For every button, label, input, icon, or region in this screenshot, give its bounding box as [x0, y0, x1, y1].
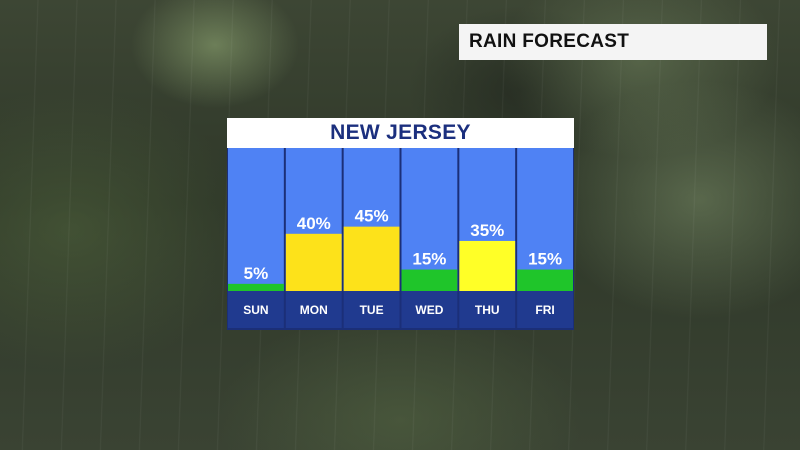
rain-forecast-header: RAIN FORECAST [459, 24, 767, 60]
day-band-sun [228, 291, 284, 328]
value-label-thu: 35% [470, 221, 504, 240]
value-label-tue: 45% [355, 207, 389, 226]
value-label-sun: 5% [244, 264, 269, 283]
day-label-wed: WED [415, 303, 443, 317]
day-label-sun: SUN [243, 303, 268, 317]
forecast-panel: NEW JERSEY 5% SUN 40% MON 45% TUE 15% WED 35% THU… [227, 118, 574, 330]
day-label-mon: MON [300, 303, 328, 317]
day-label-thu: THU [475, 303, 500, 317]
day-band-fri [517, 291, 573, 328]
chart-frame [227, 148, 574, 330]
bar-thu [459, 240, 516, 291]
bar-sun [228, 283, 284, 291]
day-label-tue: TUE [360, 303, 384, 317]
bar-tue [343, 226, 400, 291]
bar-mon [285, 233, 342, 291]
day-label-fri: FRI [535, 303, 554, 317]
day-band-thu [459, 291, 516, 328]
day-band-wed [401, 291, 458, 328]
column-bg-fri [517, 148, 573, 291]
column-bg-wed [401, 148, 458, 291]
column-bg-sun [228, 148, 284, 291]
value-label-fri: 15% [528, 250, 562, 269]
bar-wed [401, 269, 458, 291]
region-title: NEW JERSEY [227, 118, 574, 148]
header-title: RAIN FORECAST [469, 31, 630, 52]
value-label-wed: 15% [412, 250, 446, 269]
rain-chance-chart: 5% SUN 40% MON 45% TUE 15% WED 35% THU 15% FRI [227, 148, 574, 330]
bar-fri [517, 269, 573, 291]
day-band-mon [285, 291, 342, 328]
day-band-tue [343, 291, 400, 328]
value-label-mon: 40% [297, 214, 331, 233]
